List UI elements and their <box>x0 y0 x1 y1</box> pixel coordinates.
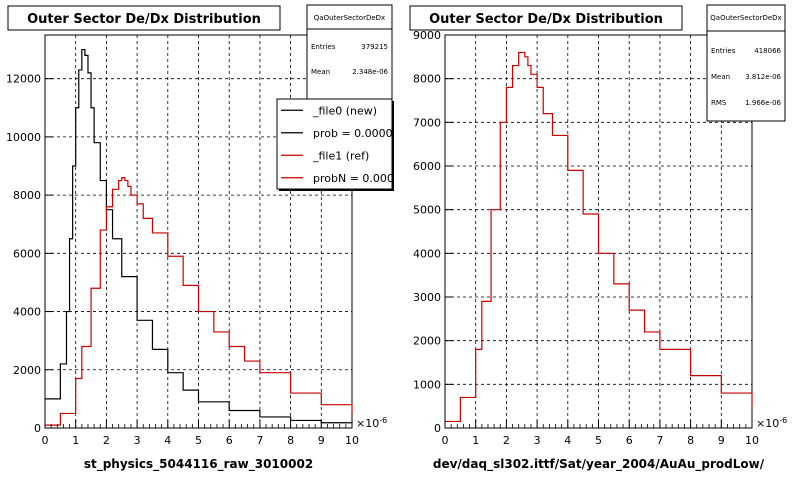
series-line-2 <box>45 177 353 426</box>
chart-2: 0 1 2 3 4 5 6 7 8 9 10 0 1000 2000 3000 4000 5000 6000 700… <box>409 4 787 472</box>
stats-value: 379215 <box>361 43 388 51</box>
stats-value: 418066 <box>754 47 781 55</box>
x-tick-label: 5 <box>195 434 202 447</box>
stats-box <box>706 4 786 122</box>
x-tick-label: 2 <box>503 434 510 447</box>
y-tick-label: 0 <box>434 422 441 435</box>
x-tick-label: 1 <box>472 434 479 447</box>
stats-name: QaOuterSectorDeDx <box>710 14 781 22</box>
y-tick-label: 2000 <box>13 364 41 377</box>
y-tick-label: 6000 <box>413 160 441 173</box>
x-tick-label: 0 <box>42 434 49 447</box>
title-box <box>7 5 281 31</box>
stats-box <box>306 4 393 101</box>
stats-value: 3.812e-06 <box>745 73 781 81</box>
stats-label: Entries <box>311 43 336 51</box>
x-tick-label: 8 <box>287 434 294 447</box>
stats-value: 1.966e-06 <box>745 99 781 107</box>
x-tick-label: 2 <box>103 434 110 447</box>
x-tick-label: 10 <box>345 434 359 447</box>
stats-label: Entries <box>711 47 736 55</box>
y-tick-label: 9000 <box>413 29 441 42</box>
legend-label: _file0 (new) <box>312 104 377 117</box>
title-box <box>409 5 683 31</box>
x-exponent-power: -6 <box>779 416 787 425</box>
series-line-1 <box>445 51 753 423</box>
stats-label: RMS <box>711 99 727 107</box>
x-tick-label: 1 <box>72 434 79 447</box>
y-tick-label: 10000 <box>6 131 41 144</box>
stats-name: QaOuterSectorDeDx <box>314 14 385 22</box>
legend-label: prob = 0.000000 <box>313 127 407 140</box>
y-tick-label: 5000 <box>413 204 441 217</box>
x-tick-label: 7 <box>656 434 663 447</box>
y-tick-label: 8000 <box>413 73 441 86</box>
x-tick-label: 0 <box>442 434 449 447</box>
x-tick-label: 3 <box>534 434 541 447</box>
y-tick-label: 7000 <box>413 116 441 129</box>
y-tick-label: 4000 <box>413 247 441 260</box>
legend-label: probN = 0.000000 <box>313 172 415 185</box>
x-exponent: ×10-6 <box>356 416 387 430</box>
chart-title: Outer Sector De/Dx Distribution <box>27 12 261 27</box>
x-tick-label: 9 <box>718 434 725 447</box>
y-tick-label: 12000 <box>6 73 41 86</box>
legend-entries: _file0 (new) prob = 0.000000 _file1 (ref) p… <box>281 104 415 185</box>
y-tick-label: 3000 <box>413 291 441 304</box>
x-tick-label: 7 <box>256 434 263 447</box>
x-tick-label: 3 <box>134 434 141 447</box>
x-tick-label: 4 <box>164 434 171 447</box>
x-axis-label: dev/daq_sl302.ittf/Sat/year_2004/AuAu_pr… <box>433 457 765 472</box>
x-tick-label: 9 <box>318 434 325 447</box>
x-exponent-power: -6 <box>379 416 387 425</box>
x-tick-label: 5 <box>595 434 602 447</box>
y-tick-label: 1000 <box>413 378 441 391</box>
y-tick-label: 6000 <box>13 247 41 260</box>
x-tick-label: 10 <box>745 434 759 447</box>
stats-label: Mean <box>311 68 330 76</box>
legend: _file0 (new) prob = 0.000000 _file1 (ref) p… <box>276 98 415 191</box>
y-tick-label: 2000 <box>413 335 441 348</box>
legend-box <box>276 98 393 190</box>
x-tick-label: 6 <box>226 434 233 447</box>
y-tick-label: 0 <box>34 422 41 435</box>
legend-label: _file1 (ref) <box>312 149 369 162</box>
y-tick-label: 8000 <box>13 189 41 202</box>
x-exponent: ×10-6 <box>756 416 787 430</box>
chart-1: 0 1 2 3 4 5 6 7 8 9 10 0 2000 4000 6000 8000 10000 12000 ×… <box>6 4 415 472</box>
stats-value: 2.348e-06 <box>352 68 388 76</box>
x-axis-label: st_physics_5044116_raw_3010002 <box>84 457 313 472</box>
y-tick-label: 4000 <box>13 306 41 319</box>
x-tick-label: 4 <box>564 434 571 447</box>
x-tick-label: 6 <box>626 434 633 447</box>
stats-label: Mean <box>711 73 730 81</box>
chart-title: Outer Sector De/Dx Distribution <box>429 12 663 27</box>
series-line-1 <box>45 48 353 424</box>
x-tick-label: 8 <box>687 434 694 447</box>
